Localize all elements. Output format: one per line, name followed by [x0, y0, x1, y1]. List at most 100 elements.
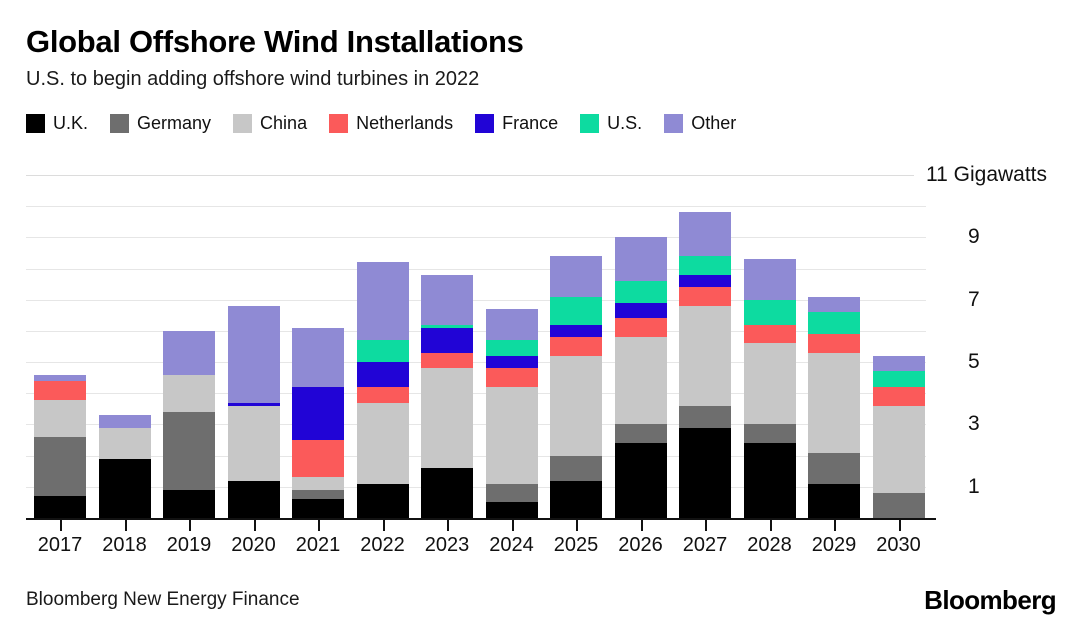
x-axis-tick — [511, 520, 514, 531]
bar-segment-china — [872, 405, 925, 494]
bar-segment-france — [227, 402, 280, 406]
gridline — [26, 424, 926, 426]
x-axis-tick — [447, 520, 449, 531]
x-axis-tick — [769, 520, 772, 531]
legend-item-u-s[interactable]: U.S. — [580, 113, 642, 134]
bar-segment-u-k — [808, 483, 860, 518]
bar-segment-china — [679, 305, 731, 406]
bar-segment-other — [421, 274, 473, 325]
legend-swatch-icon — [664, 114, 684, 133]
bar-2021[interactable] — [292, 327, 344, 518]
x-axis-tick — [253, 520, 256, 531]
bar-segment-netherlands — [743, 324, 796, 344]
legend-swatch-icon — [110, 114, 130, 133]
legend-item-label: Other — [691, 113, 737, 133]
bar-segment-other — [614, 237, 667, 282]
y-axis-tick-label: 3 — [968, 412, 980, 436]
x-axis-tick — [318, 520, 320, 531]
gridline — [26, 175, 914, 176]
bloomberg-logo: Bloomberg — [924, 585, 1056, 615]
bar-segment-china — [485, 387, 538, 484]
bar-2018[interactable] — [98, 415, 151, 518]
bar-segment-other — [356, 262, 409, 341]
bar-segment-u-k — [227, 480, 280, 518]
bar-segment-germany — [550, 455, 602, 481]
bar-segment-netherlands — [34, 380, 86, 400]
bar-segment-u-s — [614, 281, 667, 303]
bar-segment-china — [163, 374, 215, 412]
bar-segment-france — [292, 387, 344, 441]
bar-segment-netherlands — [614, 318, 667, 338]
bar-2026[interactable] — [614, 237, 667, 518]
bar-segment-china — [808, 352, 860, 453]
bar-segment-germany — [614, 424, 667, 444]
bar-segment-netherlands — [485, 368, 538, 388]
bar-segment-germany — [292, 489, 344, 500]
bar-2020[interactable] — [227, 306, 280, 518]
bar-segment-china — [98, 427, 151, 459]
x-axis-label-2021: 2021 — [295, 534, 341, 556]
gridline — [26, 486, 926, 488]
x-axis-label-2025: 2025 — [553, 534, 599, 556]
x-axis-label-2017: 2017 — [37, 534, 83, 556]
bar-segment-netherlands — [550, 337, 602, 356]
legend-item-label: France — [502, 113, 559, 133]
legend-item-other[interactable]: Other — [664, 113, 736, 134]
legend-item-france[interactable]: France — [475, 113, 558, 134]
bar-segment-other — [227, 306, 280, 403]
bar-segment-netherlands — [356, 387, 409, 403]
legend-item-u-k[interactable]: U.K. — [26, 113, 88, 134]
source-credit: Bloomberg New Energy Finance — [26, 589, 300, 610]
legend-item-netherlands[interactable]: Netherlands — [329, 113, 453, 134]
x-axis-tick — [60, 520, 62, 531]
x-axis-tick — [124, 520, 127, 531]
x-axis-label-2027: 2027 — [682, 534, 728, 556]
bar-segment-france — [485, 355, 538, 369]
bar-segment-other — [34, 374, 86, 381]
legend-item-germany[interactable]: Germany — [110, 113, 211, 134]
bar-segment-china — [292, 477, 344, 490]
x-axis-tick — [189, 520, 191, 531]
chart-legend: U.K. Germany China Netherlands France U.S. Oth… — [26, 113, 758, 134]
bar-2022[interactable] — [356, 262, 409, 518]
bar-segment-u-k — [292, 499, 344, 518]
bar-segment-france — [356, 362, 409, 388]
x-axis-label-2030: 2030 — [876, 534, 921, 556]
plot-area: 1 3 5 7 9 11 Gigawatts 2017 2018 2019 2020 2021 20… — [26, 160, 1054, 556]
x-axis-tick — [834, 520, 836, 531]
x-axis-label-2020: 2020 — [231, 534, 276, 556]
bar-segment-china — [34, 399, 86, 437]
legend-swatch-icon — [475, 114, 495, 133]
bar-segment-u-k — [421, 468, 473, 518]
x-axis-label-2026: 2026 — [618, 534, 663, 556]
bar-2027[interactable] — [679, 212, 731, 518]
bar-segment-other — [550, 256, 602, 297]
bar-2023[interactable] — [421, 274, 473, 518]
bar-segment-china — [550, 355, 602, 456]
legend-item-china[interactable]: China — [233, 113, 307, 134]
legend-swatch-icon — [329, 114, 349, 133]
legend-swatch-icon — [580, 114, 600, 133]
bar-segment-other — [98, 415, 151, 428]
bar-2024[interactable] — [485, 309, 538, 518]
bar-segment-u-s — [872, 371, 925, 388]
bar-segment-u-s — [550, 296, 602, 325]
bar-2017[interactable] — [34, 374, 86, 518]
bar-segment-other — [679, 212, 731, 257]
bar-2030[interactable] — [872, 355, 925, 518]
bar-segment-netherlands — [292, 440, 344, 478]
y-axis-tick-label: 1 — [968, 474, 980, 498]
bar-2029[interactable] — [808, 296, 860, 518]
bar-segment-u-k — [163, 489, 215, 518]
bar-segment-germany — [485, 483, 538, 503]
bar-segment-china — [356, 402, 409, 484]
bar-segment-u-s — [421, 324, 473, 328]
bar-segment-u-k — [356, 483, 409, 518]
bar-2028[interactable] — [743, 259, 796, 518]
bar-segment-netherlands — [872, 387, 925, 406]
bar-segment-u-s — [808, 312, 860, 335]
x-axis-line — [26, 518, 936, 520]
bar-2019[interactable] — [163, 330, 215, 518]
bar-2025[interactable] — [550, 256, 602, 518]
